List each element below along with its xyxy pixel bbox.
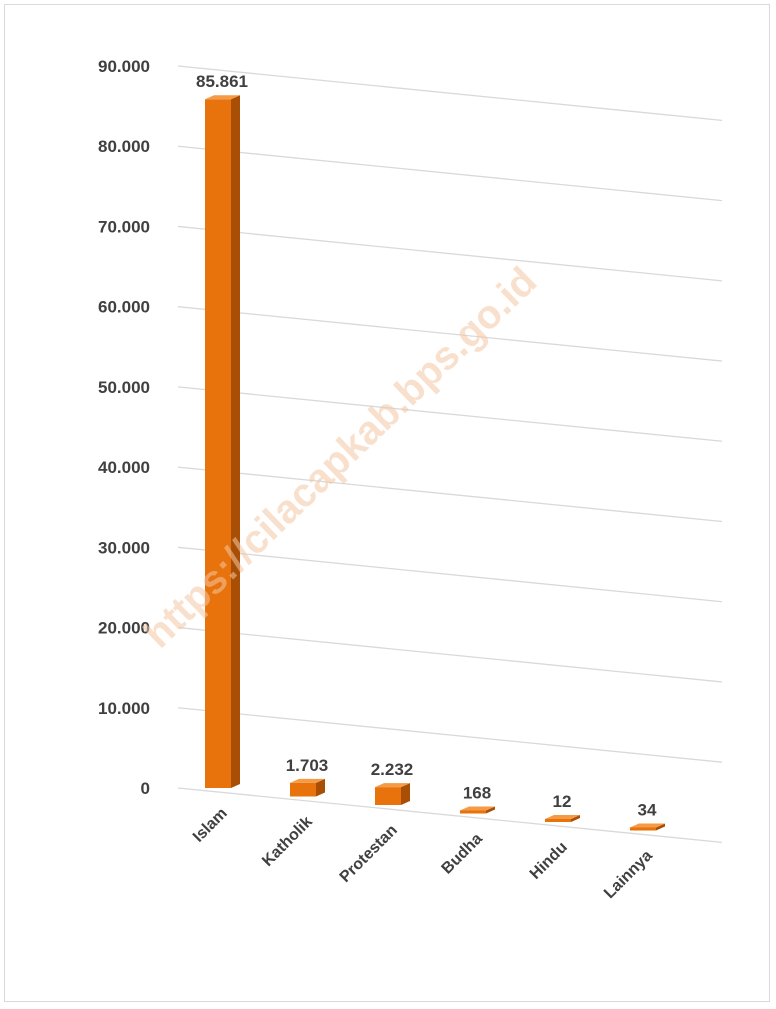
x-tick-label: Islam [190, 805, 231, 846]
gridline-7 [177, 225, 723, 282]
gridlines [177, 65, 723, 844]
x-tick-label: Hindu [527, 839, 571, 883]
gridline-1 [177, 707, 723, 763]
y-tick-label: 0 [141, 779, 150, 798]
data-label: 34 [638, 801, 657, 820]
y-tick-label: 10.000 [98, 699, 150, 718]
bar-top [375, 783, 410, 788]
y-tick-label: 20.000 [98, 619, 150, 638]
y-tick-label: 90.000 [98, 57, 150, 76]
bar-side [656, 823, 665, 831]
gridline-8 [177, 145, 723, 202]
gridline-9 [177, 65, 723, 122]
y-axis-ticks: 0 10.000 20.000 30.000 40.000 50.000 60.000 70.… [98, 57, 150, 798]
data-label: 168 [463, 784, 491, 803]
bar-front [460, 810, 486, 814]
bar-side [571, 815, 580, 822]
x-tick-label: Lainnya [601, 847, 656, 902]
x-tick-label: Budha [439, 830, 486, 877]
gridline-2 [177, 626, 723, 683]
data-label: 85.861 [196, 72, 248, 91]
y-tick-label: 60.000 [98, 298, 150, 317]
bar-front [290, 782, 316, 797]
gridline-6 [177, 306, 723, 362]
chart-frame [4, 4, 770, 1002]
data-labels: 85.861 1.703 2.232 168 12 34 [196, 72, 657, 819]
bar-top [545, 815, 580, 819]
gridline-3 [177, 546, 723, 603]
bar-side [231, 95, 240, 788]
data-label: 12 [553, 792, 572, 811]
bar-front [205, 99, 231, 788]
bar-side [486, 806, 495, 814]
data-label: 2.232 [371, 760, 414, 779]
watermark: https://cilacapkab.bps.go.id [136, 259, 545, 657]
bar-top [630, 823, 665, 828]
y-tick-label: 80.000 [98, 137, 150, 156]
bar-protestan [375, 783, 410, 805]
bar-budha [460, 806, 495, 814]
bar-islam [205, 95, 240, 788]
bars [205, 95, 665, 831]
data-label: 1.703 [286, 756, 329, 775]
y-tick-label: 40.000 [98, 458, 150, 477]
y-tick-label: 30.000 [98, 538, 150, 557]
x-tick-label: Katholik [259, 813, 316, 870]
bar-top [460, 806, 495, 811]
x-tick-label: Protestan [337, 822, 401, 886]
bar-side [316, 778, 325, 797]
bar-lainnya [630, 823, 665, 831]
y-tick-label: 50.000 [98, 378, 150, 397]
y-tick-label: 70.000 [98, 217, 150, 236]
bar-front [630, 827, 656, 831]
bar-hindu [545, 815, 580, 822]
bar-top [205, 95, 240, 100]
bar-side [401, 783, 410, 805]
x-axis-ticks: Islam Katholik Protestan Budha Hindu Lainnya [190, 805, 656, 902]
gridline-0 [177, 787, 723, 844]
gridline-5 [177, 386, 723, 442]
bar-front [545, 819, 571, 822]
bar-front [375, 787, 401, 805]
bar-top [290, 778, 325, 783]
gridline-4 [177, 466, 723, 523]
bar-katholik [290, 778, 325, 797]
